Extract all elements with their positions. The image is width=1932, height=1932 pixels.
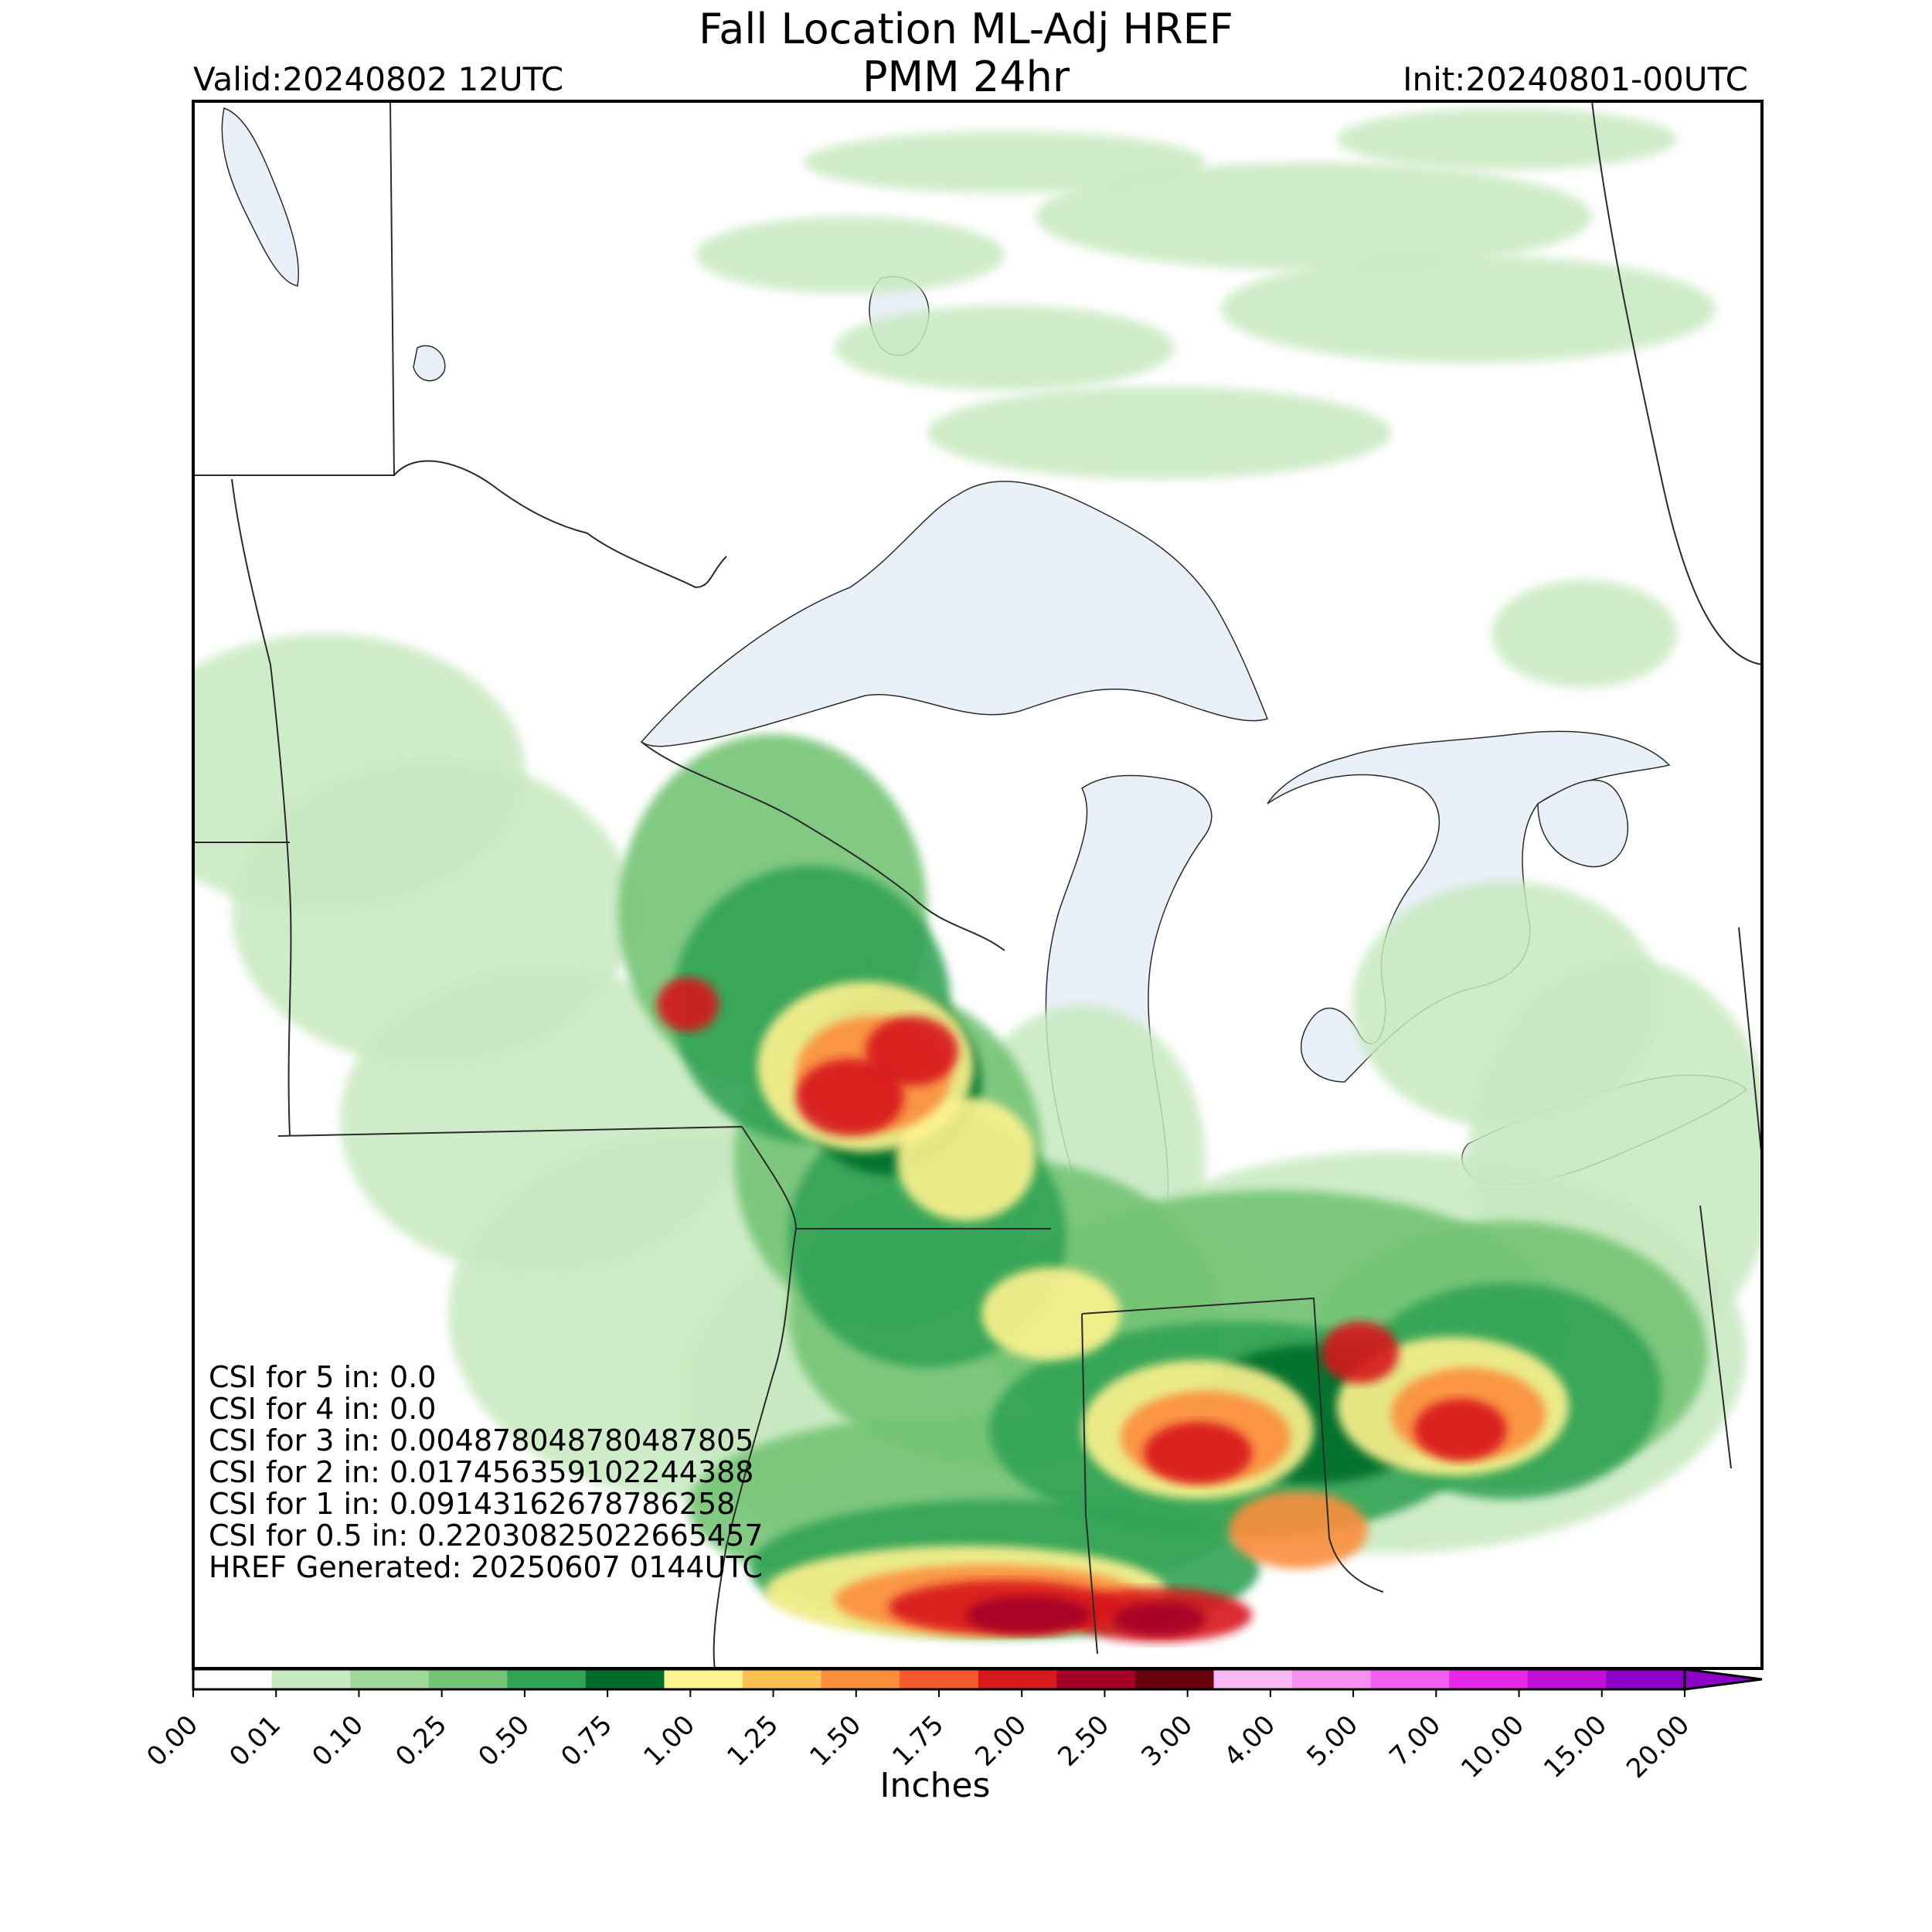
lake-winnipeg [221,107,300,287]
state-borders [193,101,1762,1668]
colorbar-segment [664,1669,743,1689]
border-wi-il [741,1126,1051,1230]
colorbar-segment [271,1669,351,1689]
precip-cell-light-green [1221,255,1716,363]
precip-cell-red [657,978,719,1032]
precip-cell-dark-red [1113,1602,1206,1636]
precip-cell-light-green [1036,162,1592,270]
precip-field [193,108,1762,1642]
border-us-canada [393,460,727,589]
precip-cell-red [796,1059,904,1136]
precip-cell-light-green [835,305,1175,390]
border-in-oh [1081,1297,1384,1593]
lake-of-the-woods [413,345,446,382]
colorbar-extend-arrow [1683,1668,1763,1691]
csi-3in: CSI for 3 in: 0.004878048780487805 [209,1423,754,1458]
colorbar-segment [1370,1669,1450,1689]
colorbar-segment [900,1669,979,1689]
border-il-in [1081,1313,1098,1655]
precip-cell-yellow [896,1097,1036,1221]
colorbar-segment [1449,1669,1529,1689]
csi-stats: CSI for 5 in: 0.0 CSI for 4 in: 0.0 CSI … [209,1362,764,1583]
colorbar-segment [428,1669,508,1689]
colorbar-segment [1292,1669,1372,1689]
colorbar-segment [1606,1669,1685,1689]
csi-5in: CSI for 5 in: 0.0 [209,1360,437,1394]
csi-05in: CSI for 0.5 in: 0.22030825022665457 [209,1519,764,1553]
precip-cell-light-green [1492,580,1677,688]
border-ia-mn [277,1126,743,1137]
lake-superior [640,481,1268,747]
precip-cell-yellow [981,1267,1121,1360]
precip-cell-light-green [696,216,1005,294]
precip-cell-light-green [1352,881,1662,1128]
colorbar [192,1668,1763,1697]
precip-cell-light-green [1337,108,1677,170]
title-line-1: Fall Location ML-Adj HREF [699,5,1233,53]
border-ontario-quebec [1591,101,1762,665]
colorbar-segment [507,1669,587,1689]
border-ny-pa [1738,927,1762,1160]
precip-cell-dark-red [966,1596,1090,1634]
colorbar-segment [350,1669,430,1689]
colorbar-segment [1056,1669,1136,1689]
precip-cell-red [1144,1422,1252,1484]
colorbar-segment [193,1669,273,1689]
colorbar-segment [585,1669,665,1689]
colorbar-units: Inches [879,1766,991,1805]
csi-1in: CSI for 1 in: 0.09143162678786258 [209,1487,736,1521]
precip-cell-light-green [927,386,1391,479]
colorbar-segment [1134,1669,1215,1689]
precip-cell-red [866,1016,958,1086]
colorbar-segment [1213,1669,1293,1689]
precip-cell-orange [1229,1492,1368,1569]
border-mn-nd [231,478,292,1137]
colorbar-segment [743,1669,822,1689]
precip-cell-red [1321,1321,1399,1383]
href-generated: HREF Generated: 20250607 0144UTC [209,1550,763,1584]
border-mi-wi [641,741,1005,951]
csi-4in: CSI for 4 in: 0.0 [209,1392,437,1426]
precip-cell-red [1414,1399,1507,1461]
colorbar-segment [978,1669,1057,1689]
csi-2in: CSI for 2 in: 0.017456359102244388 [209,1455,754,1489]
precip-cell-light-green [804,131,1206,193]
border-ia-il [713,1228,797,1668]
title-line-2: PMM 24hr [862,53,1070,101]
valid-time: Valid:20240802 12UTC [193,60,564,98]
init-time: Init:20240801-00UTC [1403,60,1748,98]
border-oh-pa [1699,1205,1732,1469]
georgian-bay [1537,779,1629,868]
colorbar-segment [1527,1669,1607,1689]
colorbar-segment [821,1669,900,1689]
